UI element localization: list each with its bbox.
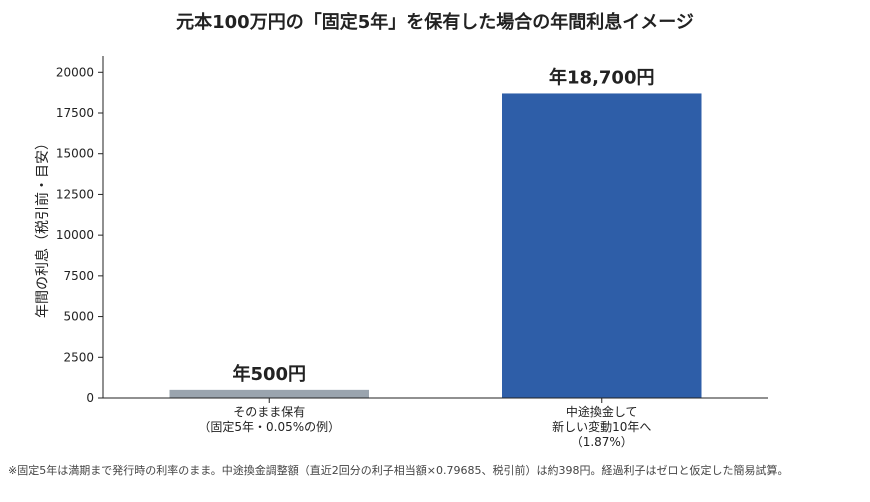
footnote: ※固定5年は満期まで発行時の利率のまま。中途換金調整額（直近2回分の利子相当額×… (8, 464, 789, 477)
y-tick-label: 2500 (63, 350, 94, 364)
category-label: （固定5年・0.05%の例） (198, 419, 340, 434)
category-label: 中途換金して (566, 404, 638, 419)
chart-title: 元本100万円の「固定5年」を保有した場合の年間利息イメージ (176, 12, 694, 33)
y-tick-label: 20000 (56, 65, 94, 79)
category-labels: そのまま保有（固定5年・0.05%の例） 中途換金して新しい変動10年へ（1.87… (198, 404, 651, 449)
bar (169, 389, 369, 398)
category-label: 新しい変動10年へ (552, 419, 651, 434)
y-tick-label: 7500 (63, 269, 94, 283)
category-label: そのまま保有 (233, 405, 305, 419)
y-axis-ticks: 0 2500 5000 7500 10000 12500 15000 17500 20000 (56, 65, 103, 405)
category-label: （1.87%） (571, 435, 633, 449)
y-axis-label: 年間の利息（税引前・目安） (34, 136, 51, 318)
bar (502, 93, 702, 398)
value-labels: 年500円 年18,700円 (232, 66, 654, 384)
y-tick-label: 0 (86, 391, 94, 405)
y-tick-label: 12500 (56, 187, 94, 201)
y-tick-label: 17500 (56, 106, 94, 120)
bars (169, 93, 702, 403)
bar-value-label: 年500円 (232, 363, 306, 385)
bar-value-label: 年18,700円 (549, 66, 654, 88)
y-tick-label: 5000 (63, 310, 94, 324)
y-tick-label: 10000 (56, 228, 94, 242)
y-tick-label: 15000 (56, 147, 94, 161)
